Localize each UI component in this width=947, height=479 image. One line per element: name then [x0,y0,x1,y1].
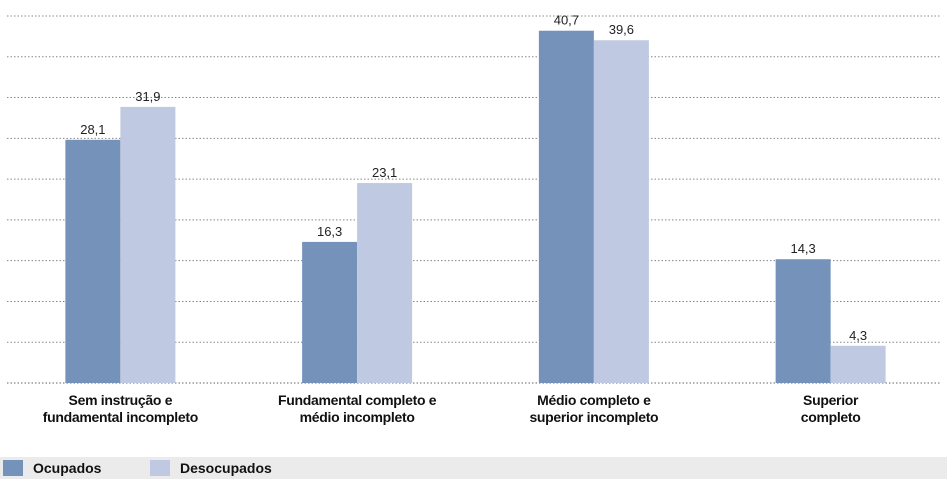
legend-label: Ocupados [33,460,102,476]
bar [302,241,358,383]
legend: Ocupados Desocupados [0,457,947,479]
bar [357,183,413,383]
bar [775,259,831,383]
plot: 28,1 31,9 16,3 23,1 40,7 39,6 14,3 4,3 [7,13,940,384]
legend-label: Desocupados [180,460,272,476]
value-label: 28,1 [80,122,105,137]
bar [65,139,121,383]
bar [830,345,886,383]
legend-item: Ocupados [3,459,101,477]
value-label: 16,3 [317,224,342,239]
bar [120,106,176,384]
x-tick-label: Fundamental completo e médio incompleto [277,392,437,425]
bar [538,30,594,383]
legend-item: Desocupados [150,459,272,477]
x-tick-label: Superior completo [800,392,861,425]
value-label: 31,9 [135,89,160,104]
legend-swatch [150,460,170,476]
value-label: 40,7 [554,13,579,28]
x-tick-label: Sem instrução e fundamental incompleto [42,392,198,425]
value-label: 4,3 [849,328,867,343]
legend-swatch [3,460,23,476]
bar [593,40,649,384]
value-label: 23,1 [372,165,397,180]
x-tick-label: Médio completo e superior incompleto [529,392,659,425]
value-label: 39,6 [609,22,634,37]
value-label: 14,3 [790,241,815,256]
